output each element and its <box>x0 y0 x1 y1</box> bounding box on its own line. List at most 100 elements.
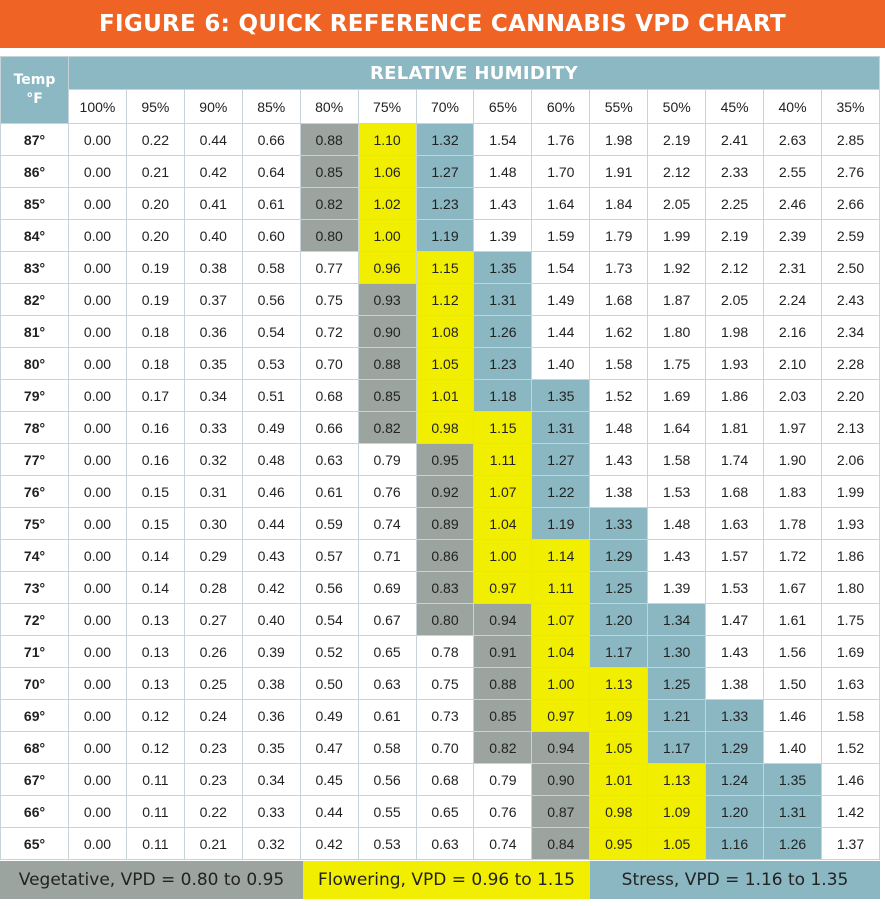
vpd-cell: 0.00 <box>68 571 127 604</box>
vpd-cell: 0.55 <box>357 795 417 828</box>
vpd-cell: 0.68 <box>299 379 359 412</box>
vpd-cell-vegetative: 0.85 <box>299 155 359 188</box>
vpd-cell: 0.34 <box>183 379 243 412</box>
vpd-cell: 1.39 <box>473 219 533 252</box>
table-row: 67° 0.00 0.11 0.23 0.34 0.45 0.56 0.68 0.79 0.90 1… <box>0 763 881 796</box>
vpd-cell: 0.21 <box>125 155 185 188</box>
vpd-cell-stress: 1.23 <box>415 187 475 220</box>
vpd-cell: 1.91 <box>589 155 649 188</box>
vpd-cell-flowering: 1.01 <box>415 379 475 412</box>
chart-title: FIGURE 6: QUICK REFERENCE CANNABIS VPD C… <box>0 0 885 48</box>
vpd-cell-flowering: 1.04 <box>473 507 533 540</box>
vpd-cell: 1.46 <box>763 699 822 732</box>
table-row: 71° 0.00 0.13 0.26 0.39 0.52 0.65 0.78 0.91 1.04 1… <box>0 635 881 668</box>
vpd-cell: 1.46 <box>820 763 881 796</box>
vpd-cell: 0.00 <box>68 251 127 284</box>
vpd-cell: 0.40 <box>183 219 243 252</box>
vpd-cell: 0.13 <box>125 635 185 668</box>
vpd-cell: 2.39 <box>763 219 822 252</box>
vpd-cell-flowering: 1.11 <box>473 443 533 476</box>
table-row: 81° 0.00 0.18 0.36 0.54 0.72 0.90 1.08 1.26 1.44 1… <box>0 315 881 348</box>
vpd-cell: 1.50 <box>763 667 822 700</box>
vpd-cell: 0.57 <box>299 539 359 572</box>
vpd-cell: 0.16 <box>125 443 185 476</box>
vpd-cell: 2.46 <box>763 187 822 220</box>
vpd-cell-flowering: 1.09 <box>647 795 707 828</box>
vpd-cell: 0.61 <box>241 187 301 220</box>
vpd-cell-stress: 1.18 <box>473 379 533 412</box>
vpd-cell: 0.60 <box>241 219 301 252</box>
vpd-cell: 2.43 <box>820 283 881 316</box>
vpd-cell: 0.75 <box>415 667 475 700</box>
temperature-label: 68° <box>0 731 69 764</box>
vpd-cell: 0.37 <box>183 283 243 316</box>
vpd-cell-flowering: 0.95 <box>589 827 649 860</box>
vpd-cell-stress: 1.30 <box>647 635 707 668</box>
humidity-column-header: 70% <box>415 89 475 124</box>
vpd-cell: 0.12 <box>125 731 185 764</box>
vpd-cell: 0.67 <box>357 603 417 636</box>
vpd-cell: 0.21 <box>183 827 243 860</box>
table-row: 80° 0.00 0.18 0.35 0.53 0.70 0.88 1.05 1.23 1.40 1… <box>0 347 881 380</box>
vpd-cell-stress: 1.35 <box>473 251 533 284</box>
vpd-cell: 0.53 <box>357 827 417 860</box>
table-row: 73° 0.00 0.14 0.28 0.42 0.56 0.69 0.83 0.97 1.11 1… <box>0 571 881 604</box>
vpd-cell-stress: 1.31 <box>473 283 533 316</box>
vpd-cell-stress: 1.17 <box>589 635 649 668</box>
vpd-cell: 0.40 <box>241 603 301 636</box>
vpd-cell: 0.19 <box>125 251 185 284</box>
vpd-cell-vegetative: 0.87 <box>531 795 591 828</box>
vpd-cell: 1.59 <box>531 219 591 252</box>
vpd-cell: 0.65 <box>415 795 475 828</box>
vpd-cell-stress: 1.31 <box>531 411 591 444</box>
relative-humidity-header: RELATIVE HUMIDITY <box>68 56 880 90</box>
vpd-cell-vegetative: 0.82 <box>299 187 359 220</box>
vpd-cell: 0.00 <box>68 603 127 636</box>
vpd-cell: 0.71 <box>357 539 417 572</box>
vpd-cell: 1.98 <box>705 315 765 348</box>
vpd-cell: 0.25 <box>183 667 243 700</box>
vpd-cell: 1.43 <box>473 187 533 220</box>
vpd-cell: 1.53 <box>647 475 707 508</box>
vpd-cell-vegetative: 0.92 <box>415 475 475 508</box>
vpd-cell: 0.76 <box>473 795 533 828</box>
vpd-cell: 0.36 <box>241 699 301 732</box>
vpd-cell-stress: 1.17 <box>647 731 707 764</box>
vpd-cell: 2.55 <box>763 155 822 188</box>
vpd-cell-flowering: 1.15 <box>415 251 475 284</box>
vpd-cell-vegetative: 0.95 <box>415 443 475 476</box>
vpd-cell: 1.48 <box>589 411 649 444</box>
temp-header: Temp °F <box>0 56 69 124</box>
table-row: 72° 0.00 0.13 0.27 0.40 0.54 0.67 0.80 0.94 1.07 1… <box>0 603 881 636</box>
vpd-cell-flowering: 0.98 <box>415 411 475 444</box>
vpd-cell: 1.69 <box>820 635 881 668</box>
vpd-cell: 2.25 <box>705 187 765 220</box>
vpd-cell: 1.98 <box>589 123 649 156</box>
vpd-cell: 0.00 <box>68 731 127 764</box>
vpd-cell-flowering: 1.02 <box>357 187 417 220</box>
vpd-cell: 0.28 <box>183 571 243 604</box>
vpd-cell-vegetative: 0.91 <box>473 635 533 668</box>
vpd-cell: 0.58 <box>357 731 417 764</box>
vpd-cell: 0.35 <box>183 347 243 380</box>
vpd-cell-flowering: 1.07 <box>473 475 533 508</box>
vpd-cell: 0.18 <box>125 347 185 380</box>
table-row: 77° 0.00 0.16 0.32 0.48 0.63 0.79 0.95 1.11 1.27 1… <box>0 443 881 476</box>
vpd-cell-vegetative: 0.94 <box>473 603 533 636</box>
vpd-cell: 2.31 <box>763 251 822 284</box>
vpd-cell: 0.00 <box>68 155 127 188</box>
vpd-cell-flowering: 1.05 <box>415 347 475 380</box>
vpd-cell: 1.39 <box>647 571 707 604</box>
vpd-cell: 1.48 <box>647 507 707 540</box>
vpd-cell: 0.00 <box>68 347 127 380</box>
vpd-cell: 0.44 <box>183 123 243 156</box>
vpd-cell-stress: 1.33 <box>589 507 649 540</box>
vpd-cell: 1.75 <box>820 603 881 636</box>
table-row: 86° 0.00 0.21 0.42 0.64 0.85 1.06 1.27 1.48 1.70 1… <box>0 155 881 188</box>
vpd-cell-flowering: 1.01 <box>589 763 649 796</box>
table-row: 82° 0.00 0.19 0.37 0.56 0.75 0.93 1.12 1.31 1.49 1… <box>0 283 881 316</box>
temperature-label: 81° <box>0 315 69 348</box>
vpd-cell: 1.90 <box>763 443 822 476</box>
vpd-cell: 0.00 <box>68 283 127 316</box>
vpd-cell: 0.42 <box>299 827 359 860</box>
